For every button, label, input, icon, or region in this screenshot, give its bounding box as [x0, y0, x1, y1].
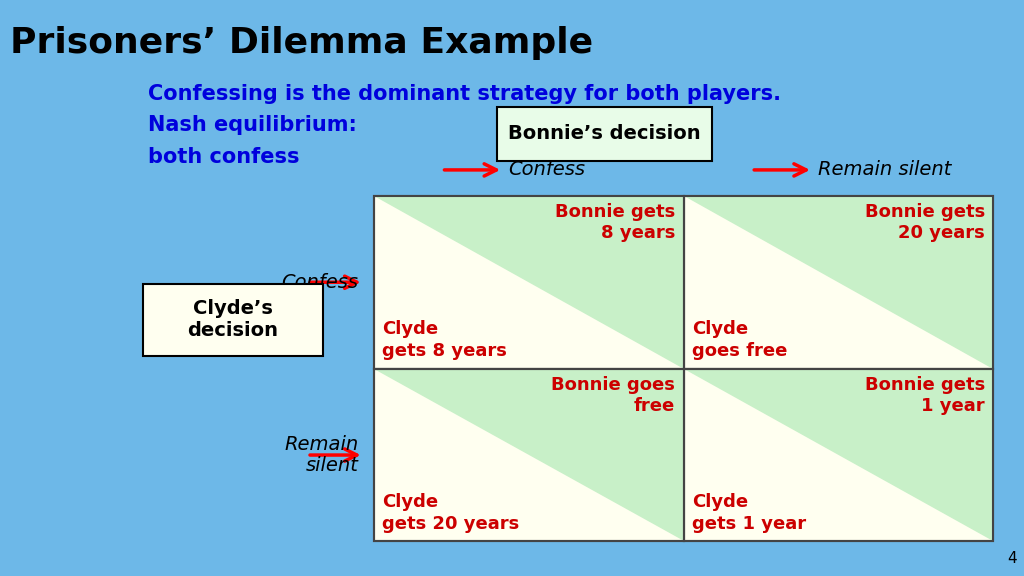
Polygon shape [374, 196, 684, 369]
Text: Clyde
gets 20 years: Clyde gets 20 years [382, 493, 519, 533]
Text: Confessing is the dominant strategy for both players.: Confessing is the dominant strategy for … [148, 84, 781, 104]
Text: Bonnie gets
20 years: Bonnie gets 20 years [865, 203, 985, 242]
Bar [374, 369, 684, 541]
Text: Clyde
gets 8 years: Clyde gets 8 years [382, 320, 507, 360]
Text: both confess: both confess [148, 147, 300, 167]
Bar [374, 369, 684, 541]
Bar [684, 369, 993, 541]
Text: Clyde
goes free: Clyde goes free [692, 320, 787, 360]
Text: Confess: Confess [508, 161, 585, 179]
Polygon shape [374, 369, 684, 541]
Text: Clyde’s
decision: Clyde’s decision [187, 299, 279, 340]
FancyBboxPatch shape [497, 107, 712, 161]
Text: Bonnie goes
free: Bonnie goes free [552, 376, 676, 415]
Text: Nash equilibrium:: Nash equilibrium: [148, 115, 357, 135]
Text: Clyde
gets 1 year: Clyde gets 1 year [692, 493, 806, 533]
Bar [684, 196, 993, 369]
Text: Remain silent: Remain silent [818, 161, 951, 179]
FancyBboxPatch shape [143, 283, 323, 356]
Text: Bonnie gets
1 year: Bonnie gets 1 year [865, 376, 985, 415]
Bar [374, 196, 684, 369]
Bar [684, 196, 993, 369]
Text: Bonnie gets
8 years: Bonnie gets 8 years [555, 203, 676, 242]
Text: Remain
silent: Remain silent [284, 435, 358, 475]
Bar [684, 369, 993, 541]
Text: Confess: Confess [282, 273, 358, 291]
Text: Bonnie’s decision: Bonnie’s decision [508, 124, 700, 143]
Polygon shape [684, 369, 993, 541]
Text: 4: 4 [1008, 551, 1017, 566]
Polygon shape [684, 196, 993, 369]
Text: Prisoners’ Dilemma Example: Prisoners’ Dilemma Example [10, 26, 593, 60]
Bar [374, 196, 684, 369]
